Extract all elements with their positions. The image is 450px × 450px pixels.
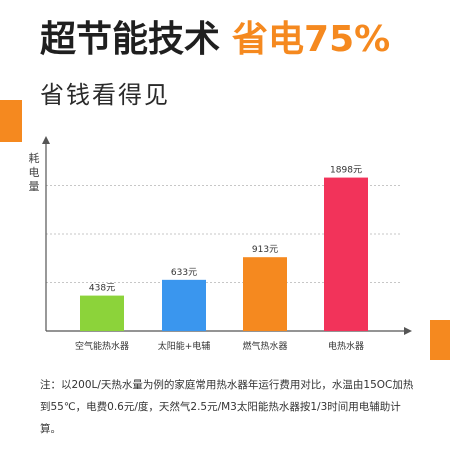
- y-axis-label-char: 电: [29, 166, 40, 179]
- y-axis-arrow-icon: [42, 136, 50, 144]
- bar-value-label-3: 913元: [252, 245, 278, 255]
- bar-4: [324, 177, 368, 331]
- bar-3: [243, 257, 287, 331]
- headline-main: 超节能技术: [40, 19, 221, 60]
- y-axis-label-char: 耗: [29, 152, 40, 165]
- bar-value-label-2: 633元: [171, 268, 197, 278]
- x-axis-arrow-icon: [404, 327, 412, 335]
- bar-1: [80, 295, 124, 331]
- bar-2: [162, 279, 206, 331]
- bar-value-label-4: 1898元: [330, 166, 362, 176]
- subheadline: 省钱看得见: [40, 81, 170, 109]
- x-tick-label-4: 电热水器: [328, 340, 364, 352]
- orange-accent-bar-left: [0, 100, 22, 142]
- footnote: 注：以200L/天热水量为例的家庭常用热水器年运行费用对比，水温由15OC加热到…: [40, 379, 414, 435]
- headline-accent: 省电75%: [232, 19, 391, 60]
- y-axis-label-char: 量: [29, 180, 40, 193]
- bar-value-label-1: 438元: [89, 284, 115, 294]
- x-tick-label-3: 燃气热水器: [242, 340, 287, 352]
- x-tick-label-2: 太阳能+电辅: [158, 340, 211, 352]
- headline: 超节能技术 省电75%: [40, 18, 390, 62]
- x-tick-label-1: 空气能热水器: [75, 340, 129, 352]
- orange-accent-bar-right: [430, 320, 450, 360]
